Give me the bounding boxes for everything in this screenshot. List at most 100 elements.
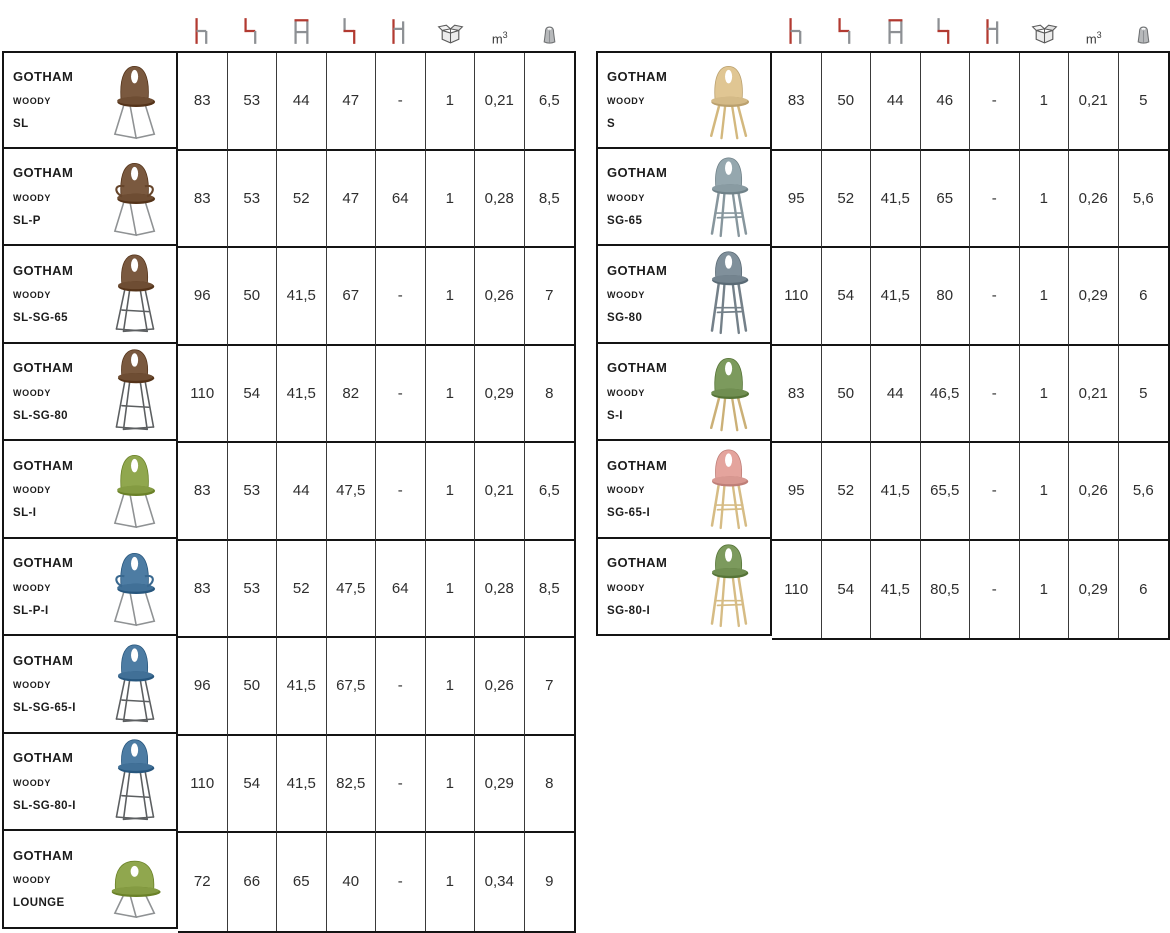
product-cell: GOTHAM WOODY SG-80 [596, 246, 772, 344]
spec-value-cell: 50 [227, 248, 277, 346]
product-cell: GOTHAM WOODY LOUNGE [2, 831, 178, 929]
spec-value-cell: 1 [425, 735, 475, 833]
chair-height-icon [178, 7, 228, 51]
spec-value-cell: 0,26 [1069, 443, 1119, 541]
spec-value-cell: 110 [772, 540, 822, 638]
weight-icon [1119, 7, 1169, 51]
spec-value-cell: 50 [821, 53, 871, 151]
package-box-icon [1020, 7, 1070, 51]
spec-value-cell: 1 [1019, 443, 1069, 541]
chair-product-image [115, 254, 155, 333]
volume-unit-label: m3 [1085, 29, 1102, 46]
spec-value-cell: 6 [1118, 248, 1168, 346]
product-cell: GOTHAM WOODY S-I [596, 343, 772, 441]
product-cell: GOTHAM WOODY SL [2, 51, 178, 149]
spec-value-cell: - [376, 345, 426, 443]
spec-value-cell: 41,5 [871, 150, 921, 248]
brand-sub-label: WOODY [13, 680, 51, 691]
spec-value-cell: 96 [178, 248, 228, 346]
chair-product-image [710, 544, 749, 627]
chair-product-image [710, 157, 749, 237]
product-name: GOTHAM WOODY SL-SG-65-I [4, 649, 92, 719]
brand-label: GOTHAM [607, 262, 668, 278]
product-name: GOTHAM WOODY SL-P-I [4, 551, 92, 621]
product-cell: GOTHAM WOODY SL-SG-65-I [2, 636, 178, 734]
brand-sub-label: WOODY [13, 875, 51, 886]
model-label: SG-80-I [607, 604, 651, 617]
spec-value-cell: 1 [425, 248, 475, 346]
product-name: GOTHAM WOODY SL [4, 65, 92, 135]
brand-label: GOTHAM [13, 847, 74, 863]
spec-value-cell: 110 [178, 735, 228, 833]
product-name: GOTHAM WOODY SG-65 [598, 161, 686, 231]
spec-value-cell: 110 [178, 345, 228, 443]
spec-value-cell: 0,21 [1069, 345, 1119, 443]
armrest-height-icon [376, 7, 426, 51]
spec-value-cell: 53 [227, 443, 277, 541]
spec-value-cell: 0,29 [1069, 248, 1119, 346]
product-cell: GOTHAM WOODY SG-65 [596, 148, 772, 246]
spec-value-cell: - [970, 248, 1020, 346]
spec-value-cell: 83 [178, 443, 228, 541]
armrest-height-icon [970, 7, 1020, 51]
spec-value-cell: 67,5 [326, 638, 376, 736]
spec-value-cell: 47 [326, 150, 376, 248]
spec-value-cell: 1 [425, 540, 475, 638]
spec-value-cell: - [376, 833, 426, 931]
model-label: SG-65-I [607, 507, 651, 520]
spec-value-cell: 8,5 [524, 541, 574, 638]
spec-value-cell: 1 [1020, 540, 1069, 638]
product-cell: GOTHAM WOODY SL-SG-65 [2, 246, 178, 344]
spec-value-cell: 54 [822, 540, 871, 638]
spec-value-cell: 0,21 [1069, 53, 1119, 151]
product-cell: GOTHAM WOODY SG-80-I [596, 538, 772, 636]
brand-sub-label: WOODY [13, 485, 51, 496]
spec-value-cell: 0,29 [1069, 540, 1119, 638]
spec-value-cell: 44 [277, 53, 327, 151]
brand-label: GOTHAM [607, 457, 668, 473]
seat-height-icon [921, 7, 971, 51]
spec-value-cell: 1 [1019, 345, 1069, 443]
product-cell: GOTHAM WOODY SG-65-I [596, 441, 772, 539]
spec-value-cell: 0,29 [475, 345, 525, 443]
spec-value-cell: 40 [327, 833, 376, 931]
spec-value-cell: - [970, 150, 1020, 248]
chair-product-image [709, 357, 750, 432]
spec-value-cell: 1 [425, 150, 475, 248]
brand-sub-label: WOODY [13, 582, 51, 593]
model-label: SL-P [13, 214, 41, 227]
product-name: GOTHAM WOODY SL-SG-80-I [4, 746, 92, 816]
chair-height-icon [772, 7, 822, 51]
product-cell: GOTHAM WOODY SL-SG-80 [2, 343, 178, 441]
brand-sub-label: WOODY [607, 192, 645, 203]
spec-value-cell: 64 [376, 540, 426, 638]
chair-product-image [113, 552, 156, 626]
chair-product-image [710, 251, 749, 335]
spec-value-cell: 66 [228, 833, 277, 931]
chair-product-image [115, 644, 155, 723]
spec-value-cell: 0,34 [475, 833, 525, 931]
model-label: SL-SG-65 [13, 312, 68, 325]
product-name: GOTHAM WOODY S-I [598, 356, 686, 426]
spec-value-cell: 54 [821, 248, 871, 346]
product-cell: GOTHAM WOODY SL-P-I [2, 538, 178, 636]
spec-value-cell: 44 [277, 443, 327, 541]
chair-depth-icon [277, 7, 327, 51]
spec-value-cell: 1 [425, 53, 475, 151]
product-cell: GOTHAM WOODY S [596, 51, 772, 149]
chair-product-image [113, 162, 156, 236]
brand-label: GOTHAM [13, 652, 74, 668]
spec-value-cell: 1 [1019, 248, 1069, 346]
brand-label: GOTHAM [607, 555, 668, 571]
model-label: SL-SG-65-I [13, 702, 76, 715]
spec-value-cell: 41,5 [277, 638, 327, 736]
model-label: S-I [607, 409, 623, 422]
spec-value-cell: 82 [326, 345, 376, 443]
spec-value-cell: 1 [1019, 53, 1069, 151]
model-label: SG-65 [607, 214, 643, 227]
spec-value-cell: 0,29 [475, 735, 525, 833]
spec-value-cell: 41,5 [871, 443, 921, 541]
spec-value-cell: - [970, 540, 1020, 638]
spec-value-cell: - [970, 53, 1020, 151]
chair-product-image [115, 739, 155, 820]
